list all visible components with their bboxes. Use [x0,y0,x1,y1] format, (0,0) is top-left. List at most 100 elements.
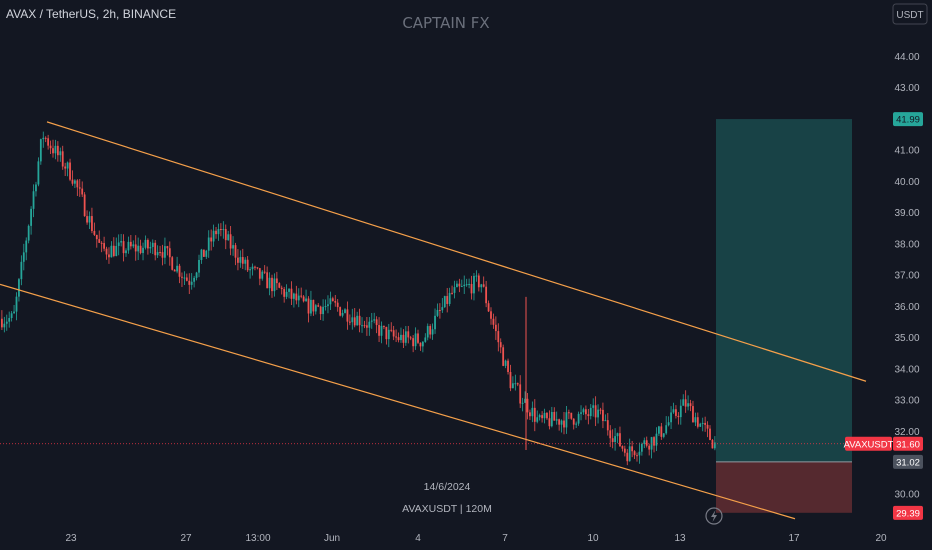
candle [519,375,522,408]
candle [202,249,205,257]
candle [164,237,166,265]
candle [307,296,310,323]
candle [271,274,273,298]
candle [183,271,186,285]
candle [275,271,278,290]
candle [512,376,514,389]
candle [606,413,609,436]
candle [5,314,8,331]
candle [100,241,103,253]
candle [256,267,259,270]
candle [640,442,643,456]
candle [709,425,711,441]
candle [110,241,113,258]
target-price-tag[interactable]: 41.99 [893,112,923,127]
candle [521,397,524,412]
candle [227,230,230,241]
candle [3,316,6,333]
watermark-text: CAPTAIN FX [402,14,489,32]
candle [553,407,556,421]
stop-price-tag[interactable]: 29.39 [893,505,923,520]
stop-loss-zone[interactable] [716,461,852,513]
x-tick-label: 23 [65,533,77,544]
candle [195,271,198,281]
candle [443,295,446,309]
candle [665,416,668,435]
currency-button[interactable]: USDT [892,3,928,25]
candle [558,418,561,431]
candle [300,287,303,299]
entry-price-tag[interactable]: 31.02 [893,454,923,469]
candle [655,427,658,452]
candle [285,284,288,300]
candle [477,273,480,292]
candle [278,282,281,289]
target-price-tag-text: 41.99 [896,115,920,126]
currency-button-label[interactable]: USDT [896,10,923,21]
candle [122,234,125,262]
candle [456,280,458,288]
candle [499,338,502,354]
candle [232,236,234,256]
candle [546,412,548,420]
candle [234,242,237,266]
candle [572,418,575,430]
candle [64,162,67,176]
candle [713,436,716,451]
candle [78,179,81,197]
candle [404,326,407,346]
candle [105,246,108,260]
candle [310,290,312,317]
candle [37,157,40,187]
candle [482,276,485,288]
candle [283,286,286,303]
candle [692,400,694,423]
channel-lower-line[interactable] [0,283,796,520]
candle [370,312,373,329]
candle [168,241,171,266]
candle [224,224,227,250]
last-price-tag[interactable]: 31.60 [893,436,923,451]
candle [290,281,293,306]
candle [344,308,346,314]
candle [254,265,256,271]
y-tick-label: 43.00 [894,83,919,94]
candle [356,311,359,326]
candle [385,326,388,345]
candle [604,414,607,422]
symbol-name-tag[interactable]: AVAXUSDT [844,436,894,451]
stop-price-tag-text: 29.39 [896,508,920,519]
candle [594,396,597,427]
candle [1,310,3,331]
candle [701,417,704,432]
candle [538,413,541,421]
candle [616,432,619,444]
candle [516,382,519,387]
candle [645,436,648,448]
candle [465,278,468,287]
lightning-icon[interactable] [705,507,723,525]
candle [531,401,534,423]
candle [30,206,32,235]
candle [390,322,393,333]
symbol-title[interactable]: AVAX / TetherUS, 2h, BINANCE [6,7,176,21]
candle [329,291,332,310]
candle [251,263,254,276]
candle [86,210,88,225]
take-profit-zone[interactable] [716,119,852,462]
y-tick-label: 36.00 [894,302,919,313]
candle [395,329,397,343]
channel-upper-line[interactable] [46,121,867,382]
candle [441,298,444,313]
candle [468,278,470,289]
candle [22,243,25,271]
candle [339,306,342,317]
candle [679,399,682,425]
candle [514,374,517,391]
candle [463,275,466,294]
candle [8,311,11,328]
candle [132,240,135,249]
candle [249,266,251,279]
